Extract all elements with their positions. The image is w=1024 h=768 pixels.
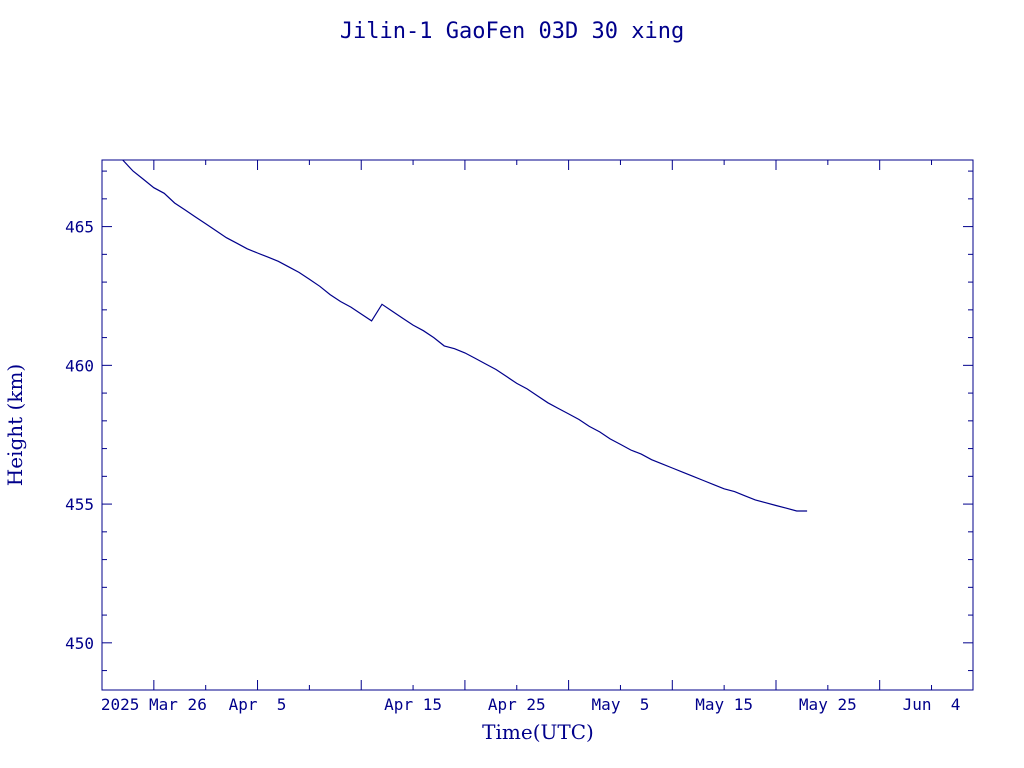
x-tick-label: Jun 4 <box>903 695 961 714</box>
x-tick-label: May 15 <box>695 695 753 714</box>
height-series-line <box>122 159 808 512</box>
x-tick-label: May 25 <box>799 695 857 714</box>
x-tick-labels: 2025 Mar 26 Apr 5 Apr 15 Apr 25 May 5 May 15 M… <box>101 695 961 714</box>
y-tick-label: 455 <box>65 495 94 514</box>
x-tick-label: Apr 25 <box>488 695 546 714</box>
y-axis-label: Height (km) <box>3 364 27 486</box>
x-tick-label: Apr 5 <box>229 695 287 714</box>
axis-ticks <box>101 160 973 690</box>
plot-frame <box>101 159 974 691</box>
x-tick-label: 2025 Mar 26 <box>101 695 207 714</box>
chart-title: Jilin-1 GaoFen 03D 30 xing <box>340 19 684 44</box>
x-tick-label: May 5 <box>592 695 650 714</box>
y-tick-label: 465 <box>65 218 94 237</box>
x-axis-label: Time(UTC) <box>482 720 594 744</box>
y-tick-label: 460 <box>65 356 94 375</box>
x-tick-label: Apr 15 <box>384 695 442 714</box>
y-tick-labels: 450 455 460 465 <box>65 218 94 653</box>
y-tick-label: 450 <box>65 634 94 653</box>
